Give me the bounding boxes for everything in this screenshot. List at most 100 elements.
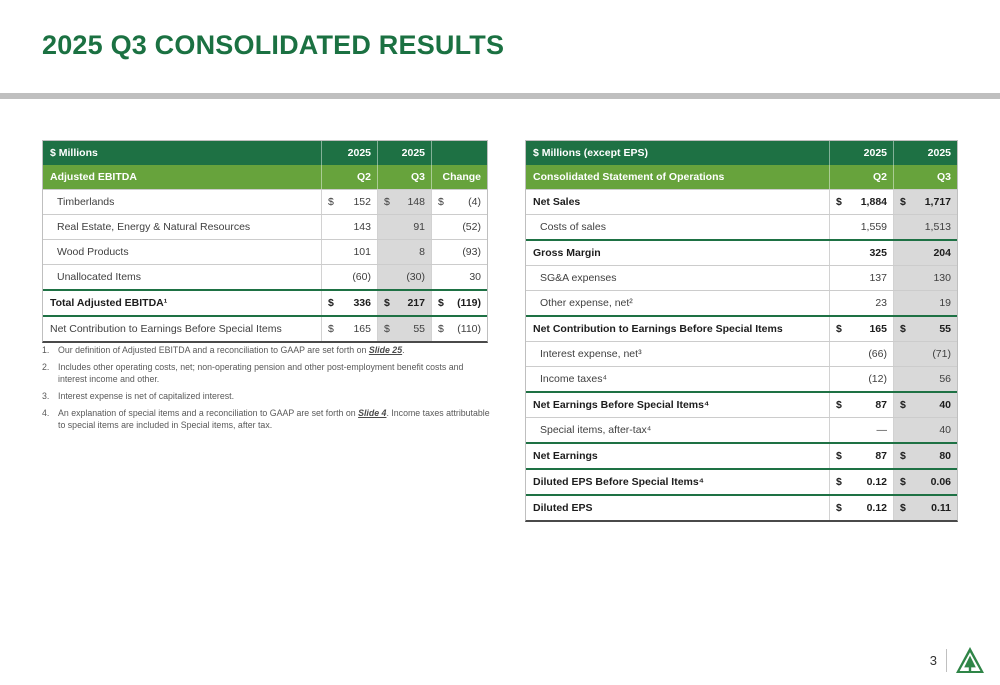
row-label: Net Earnings Before Special Items⁴	[533, 399, 710, 411]
q3-cell: 56	[893, 367, 957, 391]
q2-value: 1,884	[860, 196, 887, 208]
title-divider	[0, 93, 1000, 99]
q3-cell: $1,717	[893, 190, 957, 214]
q3-value: 40	[939, 399, 951, 411]
change-value: (110)	[457, 323, 481, 335]
row-label: Net Contribution to Earnings Before Spec…	[50, 323, 282, 335]
table-row: Income taxes⁴ (12) 56	[526, 366, 957, 391]
q3-value: 1,717	[924, 196, 951, 208]
change-value: (119)	[457, 297, 481, 309]
q2-value: 101	[353, 246, 371, 258]
q2-cell: $0.12	[829, 470, 893, 494]
change-cell: (93)	[431, 240, 487, 264]
table-row: Interest expense, net³ (66) (71)	[526, 341, 957, 366]
footer-divider	[946, 648, 947, 672]
q3-cell: $148	[377, 190, 431, 214]
footnote-number: 1.	[42, 345, 50, 355]
currency-symbol: $	[900, 476, 906, 488]
gross-margin-row: Gross Margin 325 204	[526, 239, 957, 265]
table-row: Special items, after-tax⁴ — 40	[526, 417, 957, 442]
page-number: 3	[929, 652, 937, 668]
currency-symbol: $	[384, 196, 390, 208]
left-header-q3: Q3	[377, 165, 431, 189]
q3-cell: $0.06	[893, 470, 957, 494]
footnote-pre: Includes other operating costs, net; non…	[58, 361, 464, 385]
currency-symbol: $	[328, 323, 334, 335]
net-earnings-before-special-row: Net Earnings Before Special Items⁴ $87 $…	[526, 391, 957, 417]
q3-value: 55	[413, 323, 425, 335]
q3-value: 0.06	[930, 476, 951, 488]
q3-value: 0.11	[931, 502, 951, 514]
q3-cell: (71)	[893, 342, 957, 366]
change-value: 30	[469, 271, 481, 283]
q3-cell: 19	[893, 291, 957, 315]
table-row: Unallocated Items (60) (30) 30	[43, 264, 487, 289]
statement-of-operations-table: $ Millions (except EPS) 2025 2025 Consol…	[525, 140, 958, 522]
slide-4-link[interactable]: Slide 4	[358, 407, 387, 418]
row-label: Timberlands	[57, 196, 115, 208]
q3-cell: (30)	[377, 265, 431, 289]
row-label: Diluted EPS Before Special Items⁴	[533, 476, 704, 488]
q2-cell: —	[829, 418, 893, 442]
q3-cell: $55	[377, 317, 431, 341]
q2-cell: $0.12	[829, 496, 893, 520]
currency-symbol: $	[438, 323, 444, 335]
q2-cell: $1,884	[829, 190, 893, 214]
change-cell: 30	[431, 265, 487, 289]
q3-value: (30)	[406, 271, 425, 283]
right-header-q3: Q3	[893, 165, 957, 189]
row-label: Costs of sales	[540, 221, 606, 233]
row-label: Total Adjusted EBITDA¹	[50, 297, 168, 309]
left-table-year-header: $ Millions 2025 2025	[43, 141, 487, 165]
footnote-4: 4. An explanation of special items and a…	[42, 407, 494, 432]
net-contribution-row: Net Contribution to Earnings Before Spec…	[43, 315, 487, 341]
change-cell: $ (119)	[431, 291, 487, 315]
footnote-post: . Income taxes attributable to special i…	[58, 407, 490, 431]
right-header-year-q3: 2025	[893, 141, 957, 165]
footnotes: 1. Our definition of Adjusted EBITDA and…	[42, 344, 494, 436]
footnote-pre: Our definition of Adjusted EBITDA and a …	[58, 345, 369, 355]
row-label: Net Sales	[533, 196, 581, 208]
currency-symbol: $	[900, 196, 906, 208]
net-earnings-row: Net Earnings $87 $80	[526, 442, 957, 468]
row-label: Unallocated Items	[57, 271, 142, 283]
footnote-text: Includes other operating costs, net; non…	[58, 361, 494, 386]
q2-cell: $165	[321, 317, 377, 341]
currency-symbol: $	[328, 196, 334, 208]
q3-value: 148	[407, 196, 425, 208]
footnote-text: An explanation of special items and a re…	[58, 407, 494, 432]
row-label: Special items, after-tax⁴	[540, 424, 652, 436]
q2-value: 165	[869, 323, 887, 335]
currency-symbol: $	[836, 196, 842, 208]
row-label: SG&A expenses	[540, 272, 617, 284]
q3-value: 56	[939, 373, 951, 385]
left-header-change: Change	[431, 165, 487, 189]
change-value: (93)	[462, 246, 481, 258]
q2-cell: (66)	[829, 342, 893, 366]
q2-cell: 23	[829, 291, 893, 315]
footnote-text: Interest expense is net of capitalized i…	[58, 390, 494, 402]
change-cell: $ (110)	[431, 317, 487, 341]
currency-symbol: $	[900, 399, 906, 411]
q3-cell: $55	[893, 317, 957, 341]
slide-25-link[interactable]: Slide 25	[368, 345, 403, 355]
q3-cell: 1,513	[893, 215, 957, 239]
q3-value: 1,513	[924, 221, 951, 233]
table-row: Real Estate, Energy & Natural Resources …	[43, 214, 487, 239]
footnote-text: Our definition of Adjusted EBITDA and a …	[58, 344, 494, 356]
q2-cell: $165	[829, 317, 893, 341]
q2-cell: 143	[321, 215, 377, 239]
row-label: Diluted EPS	[533, 502, 593, 514]
q2-value: 23	[875, 297, 887, 309]
q2-value: 325	[869, 247, 887, 259]
q2-value: 1,559	[860, 221, 887, 233]
q3-value: 91	[413, 221, 425, 233]
q2-value: (12)	[868, 373, 887, 385]
right-header-millions: $ Millions (except EPS)	[533, 147, 648, 159]
q2-value: 0.12	[866, 502, 887, 514]
right-table-year-header: $ Millions (except EPS) 2025 2025	[526, 141, 957, 165]
footnote-pre: Interest expense is net of capitalized i…	[58, 390, 235, 401]
q2-value: 165	[353, 323, 371, 335]
net-sales-row: Net Sales $1,884 $1,717	[526, 189, 957, 214]
weyerhaeuser-logo-icon	[956, 647, 984, 673]
